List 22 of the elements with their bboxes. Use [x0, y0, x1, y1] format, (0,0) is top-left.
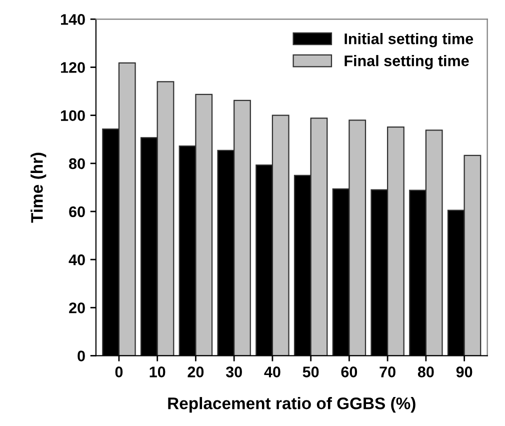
- x-tick-label: 80: [418, 366, 434, 378]
- x-tick-label: 70: [380, 366, 396, 378]
- y-tick-label: 20: [69, 302, 85, 314]
- y-tick-label: 100: [61, 110, 85, 122]
- x-tick-label: 0: [115, 366, 123, 378]
- x-tick-label: 60: [341, 366, 358, 378]
- legend-label: Initial setting time: [344, 33, 474, 48]
- y-tick-label: 40: [68, 254, 85, 266]
- y-axis-title: Time (hr): [30, 152, 46, 223]
- y-tick-label: 80: [69, 158, 85, 170]
- y-tick-label: 60: [69, 206, 85, 218]
- x-tick-label: 30: [226, 366, 242, 378]
- legend-label: Final setting time: [344, 55, 469, 70]
- x-tick-label: 90: [456, 366, 472, 378]
- x-axis-title: Replacement ratio of GGBS (%): [168, 397, 416, 413]
- x-tick-label: 50: [302, 366, 319, 378]
- x-tick-label: 20: [188, 366, 204, 378]
- y-tick-label: 120: [61, 62, 85, 73]
- y-tick-label: 0: [78, 350, 85, 362]
- x-tick-label: 40: [264, 366, 280, 378]
- y-tick-label: 140: [61, 14, 85, 25]
- x-tick-label: 10: [150, 366, 166, 378]
